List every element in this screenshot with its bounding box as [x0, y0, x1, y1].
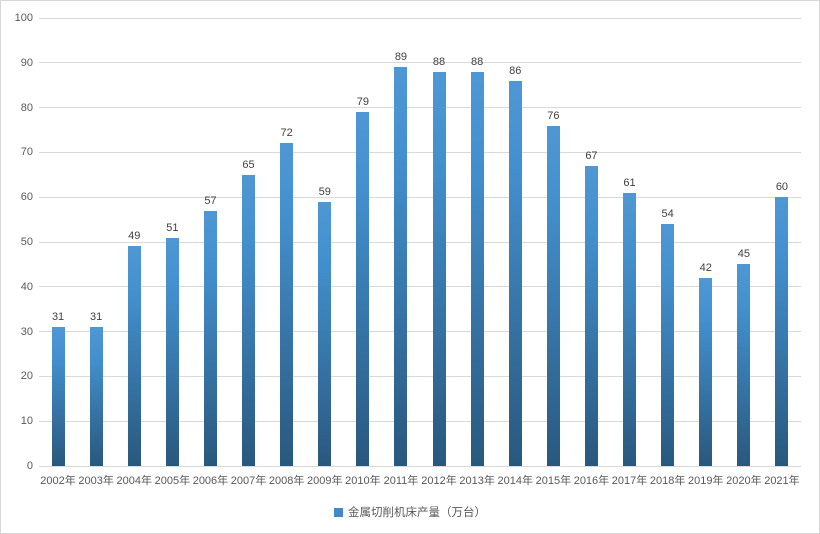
x-tick-label-2006年: 2006年	[192, 475, 229, 487]
bar-value-label-2012年: 88	[432, 55, 446, 68]
bar-2007年	[242, 174, 256, 466]
bar-value-label-2013年: 88	[471, 55, 484, 68]
y-tick-label-10: 10	[20, 415, 33, 428]
legend: 金属切削机床产量（万台）	[1, 504, 819, 520]
x-tick-label-2020年: 2020年	[726, 475, 762, 487]
bar-2012年	[432, 71, 446, 466]
bar-value-label-2020年: 45	[737, 248, 750, 261]
plot-area: 31 31 49 51 57 65 72 59 79 89 88 88 86 76 67 61 54 42 45 60	[39, 17, 801, 467]
bar-2015年	[546, 125, 560, 466]
gridline-y-70	[39, 151, 801, 153]
bar-2003年	[89, 327, 103, 466]
gridline-y-90	[39, 62, 801, 64]
bar-value-label-2019年: 42	[699, 261, 712, 274]
bar-2008年	[280, 143, 294, 466]
y-tick-label-90: 90	[20, 56, 33, 69]
x-axis-labels: 2002年 2003年 2004年 2005年 2006年 2007年 2008年 2009年…	[39, 472, 801, 488]
y-tick-label-20: 20	[20, 370, 33, 383]
x-tick-label-2013年: 2013年	[459, 475, 495, 487]
bar-value-label-2004年: 49	[128, 230, 141, 243]
y-tick-label-70: 70	[20, 146, 33, 159]
bar-2014年	[508, 80, 522, 466]
bar-value-label-2005年: 51	[166, 221, 179, 234]
bar-2002年	[51, 327, 65, 466]
x-tick-label-2008年: 2008年	[268, 475, 305, 487]
bar-value-label-2015年: 76	[547, 109, 560, 122]
x-tick-label-2005年: 2005年	[154, 475, 191, 487]
x-tick-label-2019年: 2019年	[688, 475, 724, 487]
bar-value-label-2010年: 79	[356, 96, 369, 109]
x-tick-label-2015年: 2015年	[535, 475, 572, 487]
bar-2019年	[699, 277, 713, 466]
x-tick-label-2018年: 2018年	[649, 475, 686, 487]
bar-value-label-2002年: 31	[51, 311, 65, 324]
bar-2013年	[470, 71, 484, 466]
gridline-y-20	[39, 375, 801, 377]
y-tick-label-60: 60	[20, 191, 33, 204]
bar-value-label-2008年: 72	[280, 127, 293, 140]
bar-value-label-2016年: 67	[585, 149, 598, 162]
bar-2009年	[318, 201, 332, 466]
y-tick-label-100: 100	[14, 12, 33, 24]
y-axis-labels: 0 10 20 30 40 50 60 70 80 90 100	[1, 12, 33, 472]
bar-value-label-2011年: 89	[394, 51, 408, 64]
legend-marker-square	[334, 507, 343, 517]
y-tick-label-80: 80	[20, 101, 33, 114]
gridline-y-40	[39, 286, 801, 288]
y-tick-label-50: 50	[20, 236, 33, 248]
bar-2010年	[356, 112, 370, 466]
x-tick-label-2014年: 2014年	[497, 475, 533, 487]
bar-2016年	[584, 165, 598, 466]
bar-2006年	[203, 210, 217, 466]
bar-2017年	[623, 192, 637, 466]
y-tick-label-40: 40	[20, 280, 33, 293]
bar-value-label-2018年: 54	[661, 208, 674, 221]
gridline-y-80	[39, 107, 801, 109]
bar-value-label-2017年: 61	[623, 176, 636, 189]
gridline-y-60	[39, 196, 801, 198]
x-tick-label-2003年: 2003年	[78, 475, 114, 487]
bar-2018年	[661, 224, 675, 466]
y-tick-label-0: 0	[26, 460, 33, 472]
x-tick-label-2009年: 2009年	[307, 475, 343, 487]
y-tick-label-30: 30	[20, 325, 33, 338]
bar-2020年	[737, 264, 751, 466]
gridline-y-0	[39, 465, 801, 467]
bar-value-label-2003年: 31	[90, 311, 103, 324]
x-tick-label-2012年: 2012年	[421, 475, 457, 487]
bar-2011年	[394, 67, 408, 466]
bar-value-label-2021年: 60	[775, 181, 789, 194]
gridline-y-50	[39, 241, 801, 243]
bar-2021年	[775, 197, 789, 466]
gridline-y-10	[39, 420, 801, 422]
x-tick-label-2007年: 2007年	[230, 475, 267, 487]
gridline-y-30	[39, 331, 801, 333]
legend-label: 金属切削机床产量（万台）	[348, 507, 486, 519]
bar-value-label-2006年: 57	[204, 194, 217, 207]
bar-value-label-2009年: 59	[318, 185, 331, 198]
bar-2004年	[127, 246, 141, 466]
bar-2005年	[165, 237, 179, 466]
x-tick-label-2011年: 2011年	[383, 475, 419, 487]
bar-value-label-2014年: 86	[509, 64, 522, 77]
x-tick-label-2002年: 2002年	[40, 475, 76, 487]
x-tick-label-2021年: 2021年	[764, 475, 800, 487]
x-tick-label-2016年: 2016年	[573, 475, 610, 487]
x-tick-label-2017年: 2017年	[611, 475, 648, 487]
x-tick-label-2010年: 2010年	[345, 475, 381, 487]
gridline-y-100	[39, 17, 801, 19]
x-tick-label-2004年: 2004年	[116, 475, 152, 487]
bar-value-label-2007年: 65	[242, 158, 255, 171]
